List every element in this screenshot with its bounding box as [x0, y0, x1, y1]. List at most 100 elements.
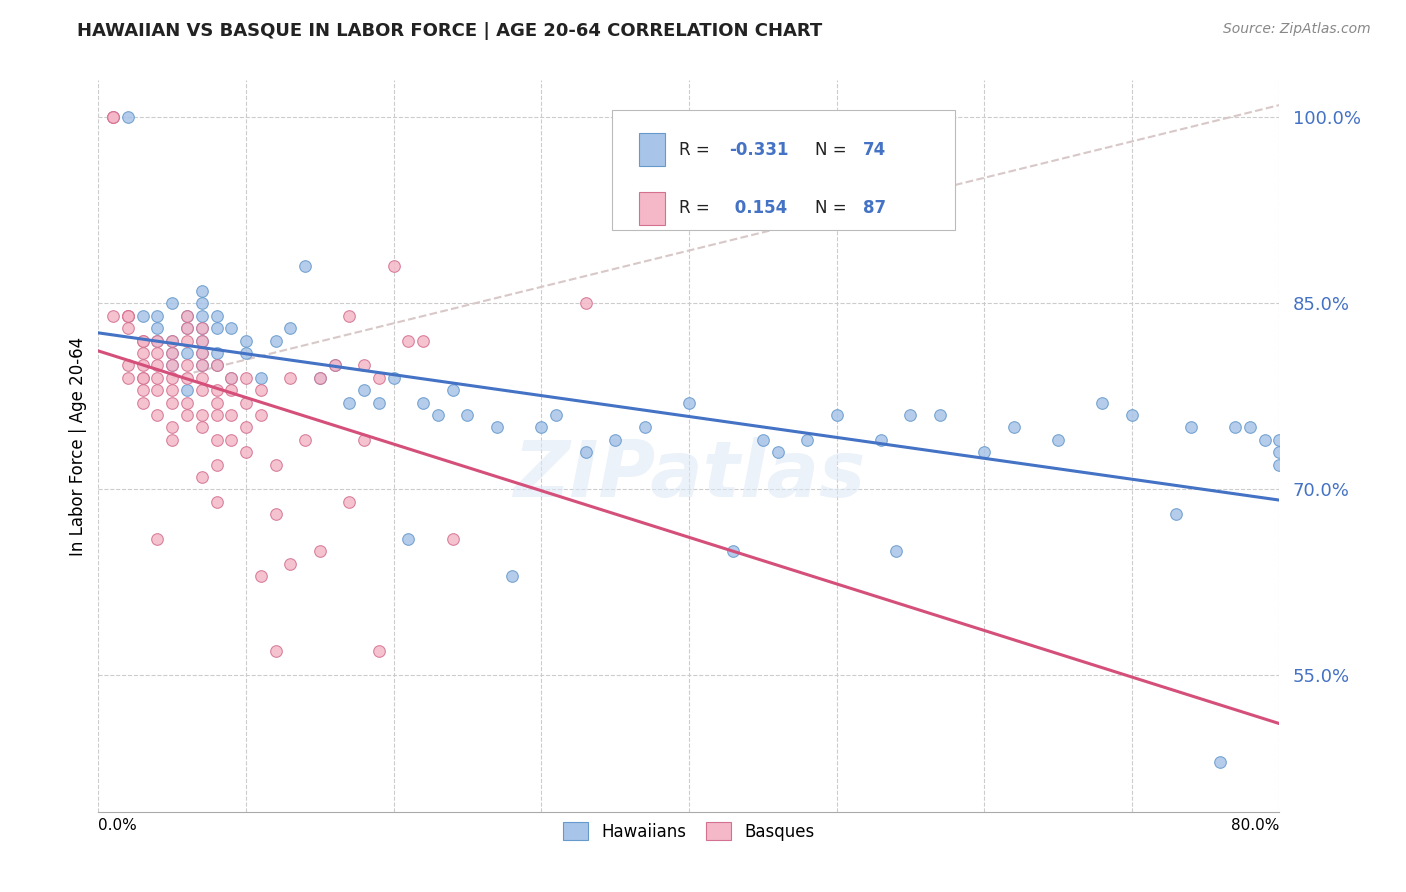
Point — [191, 334, 214, 348]
Point — [235, 346, 257, 360]
Point — [501, 569, 523, 583]
Point — [103, 111, 125, 125]
Point — [929, 408, 952, 422]
Point — [176, 359, 198, 373]
Point — [752, 433, 775, 447]
Point — [368, 643, 391, 657]
Point — [235, 395, 257, 409]
Point — [900, 408, 922, 422]
Point — [264, 643, 287, 657]
Point — [457, 408, 479, 422]
Point — [221, 408, 243, 422]
Point — [235, 445, 257, 459]
Point — [162, 433, 183, 447]
Point — [412, 395, 434, 409]
Point — [176, 395, 198, 409]
Point — [280, 321, 302, 335]
Point — [1002, 420, 1025, 434]
Point — [250, 569, 273, 583]
Text: 80.0%: 80.0% — [1232, 818, 1279, 833]
Point — [382, 259, 405, 273]
Point — [398, 334, 420, 348]
Point — [250, 408, 273, 422]
Point — [309, 544, 332, 558]
Point — [146, 334, 169, 348]
Point — [205, 359, 228, 373]
Point — [368, 395, 391, 409]
Text: HAWAIIAN VS BASQUE IN LABOR FORCE | AGE 20-64 CORRELATION CHART: HAWAIIAN VS BASQUE IN LABOR FORCE | AGE … — [77, 22, 823, 40]
Text: R =: R = — [679, 199, 716, 218]
Point — [191, 321, 214, 335]
Point — [162, 346, 183, 360]
Point — [973, 445, 995, 459]
Point — [339, 495, 361, 509]
FancyBboxPatch shape — [612, 110, 955, 230]
Point — [205, 433, 228, 447]
Text: 0.154: 0.154 — [730, 199, 787, 218]
Point — [191, 470, 214, 484]
Point — [1046, 433, 1070, 447]
Point — [176, 334, 198, 348]
Point — [176, 309, 198, 323]
Point — [176, 383, 198, 397]
Point — [412, 334, 434, 348]
Point — [103, 111, 125, 125]
FancyBboxPatch shape — [640, 192, 665, 225]
Point — [264, 507, 287, 521]
Point — [1254, 433, 1277, 447]
Point — [546, 408, 568, 422]
Point — [146, 321, 169, 335]
Point — [605, 433, 627, 447]
Point — [1239, 420, 1261, 434]
Point — [221, 433, 243, 447]
Point — [309, 371, 332, 385]
Point — [441, 532, 464, 546]
Text: R =: R = — [679, 141, 716, 159]
Point — [221, 383, 243, 397]
Point — [132, 334, 155, 348]
Point — [132, 334, 155, 348]
Point — [235, 420, 257, 434]
Point — [132, 371, 155, 385]
Point — [530, 420, 553, 434]
Point — [176, 371, 198, 385]
Point — [146, 334, 169, 348]
Point — [191, 284, 214, 298]
Text: Source: ZipAtlas.com: Source: ZipAtlas.com — [1223, 22, 1371, 37]
Point — [323, 359, 346, 373]
Point — [117, 371, 139, 385]
Point — [205, 395, 228, 409]
Point — [294, 259, 316, 273]
Point — [221, 321, 243, 335]
Point — [264, 334, 287, 348]
Point — [205, 408, 228, 422]
Point — [205, 383, 228, 397]
Text: 74: 74 — [862, 141, 886, 159]
Point — [162, 296, 183, 310]
Point — [1268, 445, 1291, 459]
Point — [382, 371, 405, 385]
Point — [146, 371, 169, 385]
Text: -0.331: -0.331 — [730, 141, 789, 159]
Point — [205, 359, 228, 373]
Point — [221, 371, 243, 385]
Point — [441, 383, 464, 397]
Point — [280, 557, 302, 571]
Point — [117, 111, 139, 125]
Point — [132, 395, 155, 409]
Point — [1180, 420, 1202, 434]
Point — [205, 495, 228, 509]
Point — [1091, 395, 1114, 409]
Point — [264, 458, 287, 472]
Point — [176, 309, 198, 323]
Point — [250, 383, 273, 397]
Point — [146, 346, 169, 360]
Text: 87: 87 — [862, 199, 886, 218]
Point — [117, 309, 139, 323]
Point — [1268, 458, 1291, 472]
Text: 0.0%: 0.0% — [98, 818, 138, 833]
Point — [205, 346, 228, 360]
Point — [575, 296, 598, 310]
Point — [146, 309, 169, 323]
Point — [205, 321, 228, 335]
